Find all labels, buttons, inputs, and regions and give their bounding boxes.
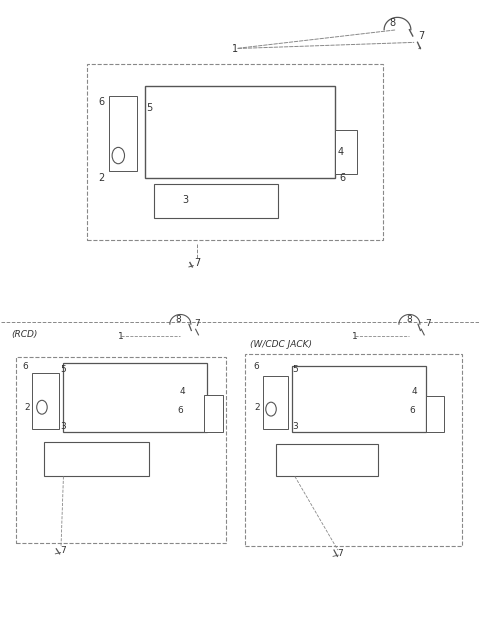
Text: 1: 1 [352, 332, 358, 341]
Text: 7: 7 [426, 319, 432, 328]
Text: 2: 2 [25, 403, 30, 411]
Text: 1: 1 [118, 332, 123, 341]
Text: 7: 7 [194, 319, 200, 328]
Text: (W/CDC JACK): (W/CDC JACK) [250, 340, 312, 349]
Text: 8: 8 [407, 315, 412, 324]
FancyBboxPatch shape [63, 363, 206, 432]
Text: (RCD): (RCD) [11, 331, 37, 339]
Text: 7: 7 [337, 549, 343, 558]
FancyBboxPatch shape [109, 96, 137, 171]
Text: 7: 7 [418, 31, 424, 41]
Text: 6: 6 [98, 97, 105, 107]
Text: 5: 5 [60, 365, 66, 374]
Text: 6: 6 [339, 173, 346, 183]
Text: 4: 4 [411, 387, 417, 396]
FancyBboxPatch shape [144, 87, 336, 178]
Text: 6: 6 [23, 362, 28, 371]
Text: 2: 2 [254, 403, 260, 411]
Text: 8: 8 [175, 315, 181, 324]
Text: 7: 7 [194, 257, 200, 267]
Text: 3: 3 [60, 422, 66, 430]
Text: 4: 4 [337, 147, 343, 157]
Text: 5: 5 [146, 104, 153, 113]
Text: 7: 7 [60, 545, 66, 554]
FancyBboxPatch shape [263, 376, 288, 429]
FancyBboxPatch shape [154, 184, 278, 219]
Text: 5: 5 [292, 365, 298, 374]
Text: 6: 6 [178, 406, 183, 415]
Text: 3: 3 [182, 195, 188, 205]
FancyBboxPatch shape [204, 394, 223, 432]
Text: 8: 8 [390, 18, 396, 28]
Text: 6: 6 [254, 362, 260, 371]
Text: 3: 3 [292, 422, 298, 430]
FancyBboxPatch shape [33, 373, 59, 429]
FancyBboxPatch shape [426, 396, 444, 432]
Text: 1: 1 [232, 44, 238, 54]
FancyBboxPatch shape [276, 444, 378, 477]
FancyBboxPatch shape [292, 367, 426, 432]
Text: 4: 4 [180, 387, 186, 396]
Text: 6: 6 [409, 406, 415, 415]
FancyBboxPatch shape [336, 130, 357, 174]
FancyBboxPatch shape [44, 442, 149, 477]
Text: 2: 2 [98, 173, 105, 183]
